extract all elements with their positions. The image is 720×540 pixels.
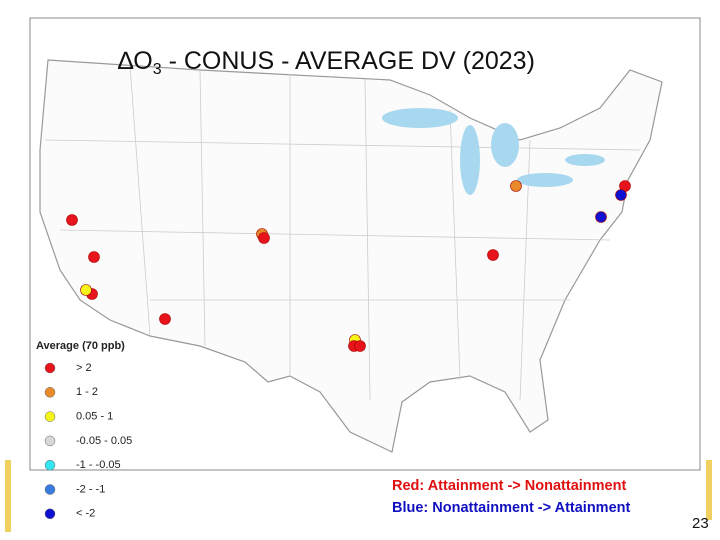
title-rest: - CONUS - AVERAGE DV (2023) — [162, 47, 535, 75]
annotation: Red: Attainment -> Nonattainment — [392, 478, 626, 494]
legend-swatch — [44, 435, 56, 447]
site-point — [80, 284, 92, 296]
slide-number: 23 — [692, 515, 709, 532]
legend-swatch — [44, 387, 56, 398]
annotation: Blue: Nonattainment -> Attainment — [392, 500, 630, 516]
site-point — [615, 189, 627, 201]
site-point — [159, 313, 171, 325]
legend-label: < -2 — [76, 508, 95, 520]
accent-bar — [706, 460, 712, 520]
legend-label: > 2 — [76, 362, 92, 374]
site-point — [487, 249, 499, 261]
legend-label: 0.05 - 1 — [76, 411, 113, 423]
legend-swatch — [44, 362, 56, 374]
legend-swatch — [44, 484, 56, 495]
title: ∆O3 - CONUS - AVERAGE DV (2023) — [118, 47, 535, 79]
state-lines — [44, 65, 641, 401]
legend-swatch — [44, 459, 56, 471]
legend-label: -0.05 - 0.05 — [76, 435, 132, 447]
accent-bar — [5, 460, 11, 532]
site-point — [88, 251, 100, 263]
title-subscript: 3 — [153, 61, 162, 78]
site-point — [258, 232, 270, 244]
legend-label: 1 - 2 — [76, 386, 98, 398]
legend-swatch — [44, 411, 56, 422]
great-lakes — [382, 108, 605, 195]
sites — [66, 180, 631, 352]
map — [39, 59, 663, 453]
legend: > 2 1 - 2 0.05 - 1 -0.05 - 0.05 -1 - -0.05 -2… — [44, 362, 132, 520]
legend-label: -1 - -0.05 — [76, 459, 121, 471]
title-delta: ∆O — [118, 47, 153, 75]
legend-title: Average (70 ppb) — [36, 340, 125, 352]
site-point — [66, 214, 78, 226]
site-point — [510, 180, 522, 192]
legend-label: -2 - -1 — [76, 483, 105, 495]
legend-swatch — [44, 508, 56, 520]
site-point — [595, 211, 607, 223]
site-point — [354, 340, 366, 352]
